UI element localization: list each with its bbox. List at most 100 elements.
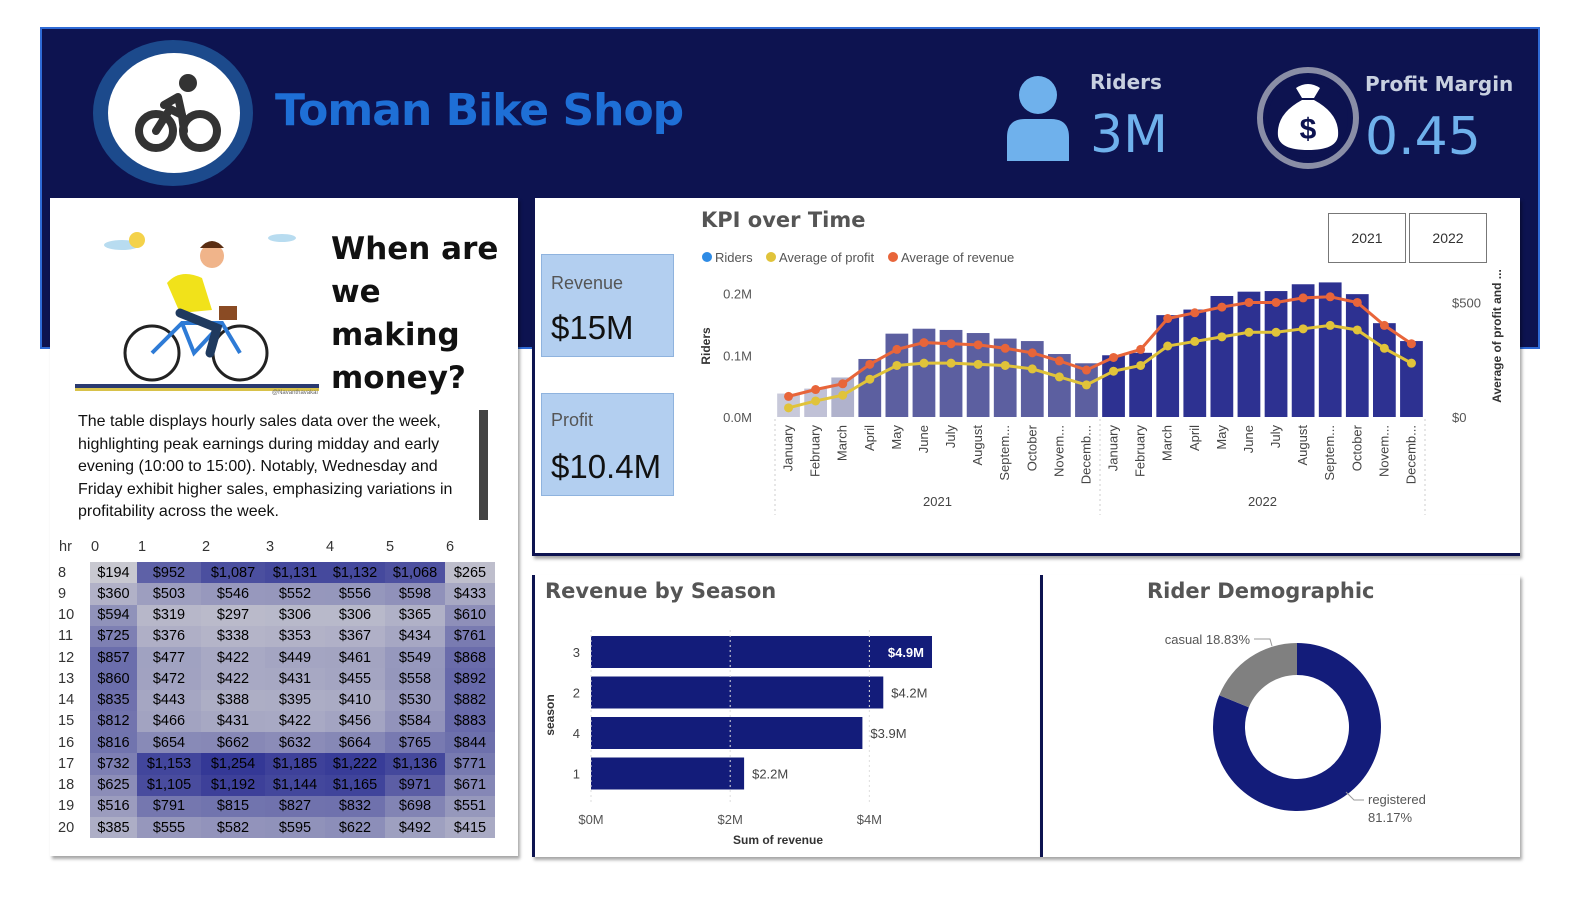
point-profit (919, 358, 929, 368)
x-tick-label: Septem... (1322, 425, 1337, 481)
season-x-tick-label: $4M (857, 812, 882, 827)
table-cell: $297 (201, 604, 265, 626)
kpi-over-time-chart: Riders Average of profit Average of revenu… (699, 250, 1504, 515)
table-row: 11 $725 $376 $338 $353 $367 $434 $761 (58, 625, 495, 647)
season-data-label: $3.9M (870, 726, 906, 741)
y-tick-label: 0.2M (723, 287, 752, 302)
table-column-header: 2 (202, 539, 211, 555)
season-bar (591, 757, 745, 790)
table-cell: $422 (265, 710, 325, 732)
bar-riders (1318, 282, 1342, 417)
y-axis-label: Riders (699, 327, 713, 365)
table-cell: $477 (137, 647, 201, 669)
season-x-tick-label: $0M (578, 812, 603, 827)
table-cell: $1,087 (201, 562, 265, 584)
table-cell: $761 (445, 625, 495, 647)
bar-riders (1075, 363, 1098, 417)
bar-riders (1373, 323, 1396, 417)
season-data-label: $4.9M (888, 645, 924, 660)
y2-axis-label: Average of profit and ... (1490, 269, 1504, 403)
user-icon (1005, 75, 1071, 166)
table-cell: $265 (445, 562, 495, 584)
table-cell: $516 (90, 795, 137, 817)
table-cell: $456 (325, 710, 385, 732)
revenue-label: Revenue (551, 273, 624, 293)
point-revenue (1244, 297, 1254, 307)
table-cell: $431 (265, 668, 325, 690)
line-revenue (788, 295, 1413, 398)
table-column-header: 4 (326, 539, 335, 555)
season-panel (532, 575, 1040, 857)
bar-riders (1183, 309, 1207, 417)
row-hour-label: 17 (58, 755, 75, 772)
x-tick-label: August (1295, 425, 1310, 466)
point-profit (865, 374, 875, 384)
row-hour-label: 18 (58, 777, 75, 794)
table-cell: $1,136 (385, 753, 445, 775)
season-bar (591, 636, 932, 668)
table-cell: $625 (90, 774, 137, 796)
row-hour-label: 8 (58, 564, 67, 581)
money-bag-icon: $ (1256, 66, 1360, 175)
table-cell: $472 (137, 668, 201, 690)
table-cell: $367 (325, 625, 385, 647)
legend-marker (888, 252, 898, 262)
point-revenue (838, 379, 848, 389)
point-revenue (1379, 320, 1389, 330)
label-leader-line (1345, 791, 1364, 801)
label-leader-line (1254, 638, 1273, 647)
legend-marker (702, 252, 712, 262)
year-button-2022[interactable]: 2022 (1409, 213, 1487, 263)
point-revenue (865, 359, 875, 369)
table-cell: $556 (325, 583, 385, 605)
x-group-label: 2021 (923, 494, 952, 509)
table-cell: $1,144 (265, 774, 325, 796)
x-tick-label: October (1349, 424, 1364, 471)
x-tick-label: Decemb... (1403, 425, 1418, 484)
table-cell: $353 (265, 625, 325, 647)
table-cell: $455 (325, 668, 385, 690)
table-row: 8 $194 $952 $1,087 $1,131 $1,132 $1,068 $265 (58, 562, 495, 584)
table-cell: $732 (90, 753, 137, 775)
point-profit (1109, 366, 1119, 376)
season-chart-title: Revenue by Season (545, 579, 777, 603)
table-cell: $415 (445, 817, 495, 839)
x-tick-label: January (781, 425, 796, 472)
story-heading: When are we making money? (331, 231, 499, 396)
point-revenue (784, 391, 794, 401)
point-profit (1000, 360, 1010, 370)
point-profit (1054, 372, 1064, 382)
story-credit: @Navanthavakai (272, 390, 318, 396)
point-profit (892, 360, 902, 370)
scrollbar-thumb[interactable] (479, 410, 488, 520)
point-revenue (919, 338, 929, 348)
table-cell: $530 (385, 689, 445, 711)
table-cell: $835 (90, 689, 137, 711)
point-profit (838, 390, 848, 400)
table-cell: $698 (385, 795, 445, 817)
table-cell: $632 (265, 732, 325, 754)
table-cell: $860 (90, 668, 137, 690)
row-hour-label: 10 (58, 607, 75, 624)
table-cell: $555 (137, 817, 201, 839)
point-revenue (1298, 293, 1308, 303)
table-cell: $844 (445, 732, 495, 754)
y2-tick-label: $500 (1452, 295, 1481, 310)
line-profit (788, 323, 1413, 410)
table-cell: $385 (90, 817, 137, 839)
table-corner-label: hr (59, 539, 72, 555)
x-tick-label: Decemb... (1078, 425, 1093, 484)
bar-riders (1102, 355, 1125, 417)
x-tick-label: February (1133, 425, 1148, 478)
point-profit (1027, 364, 1037, 374)
table-row: 13 $860 $472 $422 $431 $455 $558 $892 (58, 668, 495, 690)
story-text: The table displays hourly sales data ove… (78, 413, 453, 520)
demographic-panel (1040, 575, 1520, 857)
year-button-2021[interactable]: 2021 (1328, 213, 1406, 263)
table-cell: $1,153 (137, 753, 201, 775)
table-cell: $503 (137, 583, 201, 605)
point-revenue (1190, 308, 1200, 318)
table-cell: $551 (445, 795, 495, 817)
row-hour-label: 20 (58, 819, 75, 836)
table-cell: $815 (201, 795, 265, 817)
